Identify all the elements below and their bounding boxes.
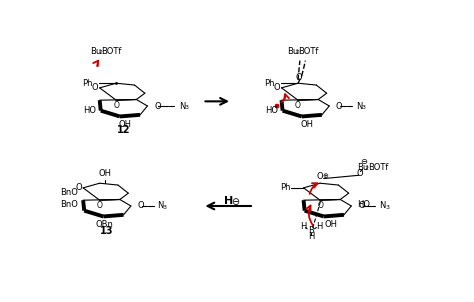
Text: BOTf: BOTf bbox=[368, 163, 388, 172]
Text: Bu: Bu bbox=[91, 47, 102, 56]
Text: O: O bbox=[97, 201, 102, 210]
Text: HO: HO bbox=[83, 106, 96, 115]
Text: O: O bbox=[356, 169, 363, 178]
Text: O: O bbox=[154, 101, 161, 111]
Text: ⊖: ⊖ bbox=[231, 197, 239, 207]
Text: O: O bbox=[358, 201, 365, 210]
Text: B: B bbox=[308, 226, 314, 235]
Text: N: N bbox=[157, 201, 164, 210]
Text: BOTf: BOTf bbox=[298, 47, 319, 56]
Text: ⊖: ⊖ bbox=[361, 157, 368, 166]
Text: 3: 3 bbox=[385, 205, 389, 210]
Text: 3: 3 bbox=[163, 205, 167, 210]
Text: 3: 3 bbox=[184, 105, 189, 110]
Text: H: H bbox=[301, 222, 307, 231]
Text: O: O bbox=[137, 201, 144, 210]
Text: 13: 13 bbox=[100, 226, 114, 236]
Text: Bu: Bu bbox=[287, 47, 298, 56]
Text: O: O bbox=[91, 83, 98, 92]
Text: H: H bbox=[308, 232, 314, 241]
Text: BnO: BnO bbox=[60, 200, 78, 209]
Text: BnO: BnO bbox=[60, 188, 78, 197]
Text: O: O bbox=[336, 101, 343, 111]
Text: Bu: Bu bbox=[357, 163, 368, 172]
Text: N: N bbox=[380, 201, 386, 210]
Text: 12: 12 bbox=[117, 125, 130, 135]
Text: HO: HO bbox=[265, 106, 278, 115]
Text: OH: OH bbox=[119, 120, 132, 129]
Text: O: O bbox=[317, 201, 323, 210]
Text: O: O bbox=[295, 73, 302, 82]
Text: OH: OH bbox=[99, 169, 112, 178]
Text: 2: 2 bbox=[295, 50, 299, 55]
Text: H: H bbox=[224, 196, 233, 206]
Text: N: N bbox=[179, 101, 185, 111]
Text: 3: 3 bbox=[362, 105, 365, 110]
Text: Ph: Ph bbox=[82, 79, 92, 88]
Text: N: N bbox=[356, 101, 363, 111]
Text: O: O bbox=[75, 183, 82, 192]
Text: OH: OH bbox=[325, 220, 337, 229]
Text: OBn: OBn bbox=[95, 220, 113, 230]
Text: BOTf: BOTf bbox=[101, 47, 122, 56]
Text: H: H bbox=[316, 222, 322, 231]
Text: O: O bbox=[273, 83, 280, 92]
Text: O: O bbox=[317, 172, 323, 181]
Text: ⊕: ⊕ bbox=[323, 173, 328, 179]
Text: Ph: Ph bbox=[264, 79, 274, 88]
Text: O: O bbox=[295, 101, 301, 110]
Text: HO: HO bbox=[357, 200, 371, 209]
Text: Ph: Ph bbox=[280, 183, 291, 192]
Text: OH: OH bbox=[301, 120, 314, 129]
Text: O: O bbox=[113, 101, 119, 110]
Text: 2: 2 bbox=[365, 166, 369, 171]
Text: 2: 2 bbox=[99, 50, 102, 55]
